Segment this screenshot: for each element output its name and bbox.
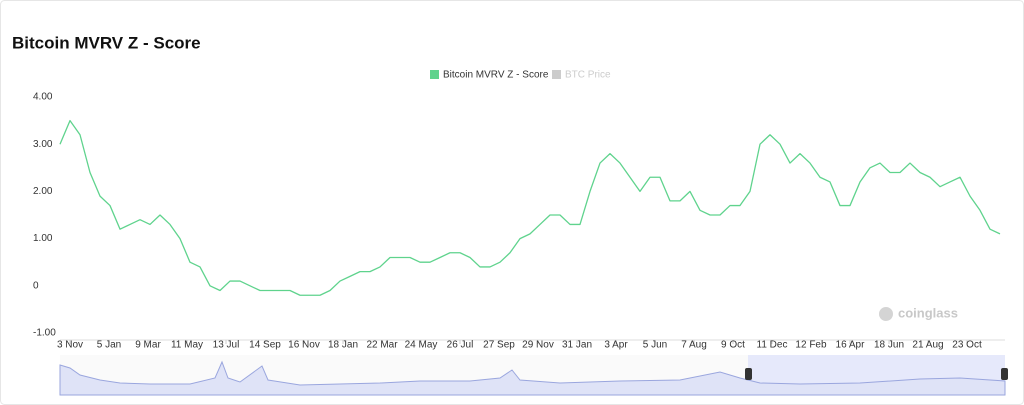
x-tick-label: 18 Jun [874, 340, 904, 351]
x-tick-label: 3 Apr [604, 340, 628, 351]
x-tick-label: 22 Mar [366, 340, 398, 351]
x-tick-label: 16 Nov [288, 340, 320, 351]
y-tick-label: 4.00 [33, 92, 53, 103]
y-tick-label: 3.00 [33, 139, 53, 150]
navigator-area [59, 360, 1006, 396]
x-tick-label: 13 Jul [213, 340, 240, 351]
x-tick-label: 12 Feb [795, 340, 827, 351]
x-tick-label: 26 Jul [447, 340, 474, 351]
y-tick-label: -1.00 [33, 328, 56, 339]
x-tick-label: 31 Jan [562, 340, 592, 351]
x-tick-label: 9 Oct [721, 340, 745, 351]
legend-swatch[interactable] [552, 70, 561, 79]
x-tick-label: 23 Oct [952, 340, 982, 351]
data-line [59, 119, 1001, 296]
x-tick-label: 5 Jan [97, 340, 121, 351]
x-tick-label: 11 Dec [757, 340, 788, 351]
x-tick-label: 18 Jan [328, 340, 358, 351]
navigator-handle[interactable] [1001, 368, 1008, 380]
y-tick-label: 1.00 [33, 233, 53, 244]
x-tick-label: 11 May [171, 340, 203, 351]
chart-title: Bitcoin MVRV Z - Score [12, 33, 201, 52]
navigator-handle[interactable] [745, 368, 752, 380]
x-tick-label: 7 Aug [681, 340, 707, 351]
navigator [59, 355, 1008, 396]
legend-swatch[interactable] [430, 70, 439, 79]
x-tick-label: 21 Aug [912, 340, 943, 351]
x-tick-label: 29 Nov [522, 340, 554, 351]
legend-label[interactable]: Bitcoin MVRV Z - Score [443, 70, 549, 81]
x-tick-label: 3 Nov [57, 340, 83, 351]
x-tick-label: 14 Sep [249, 340, 281, 351]
x-tick-label: 16 Apr [836, 340, 866, 351]
x-tick-label: 27 Sep [483, 340, 515, 351]
y-tick-label: 0 [33, 280, 39, 291]
watermark: coinglass [898, 305, 958, 320]
legend: Bitcoin MVRV Z - Score BTC Price [430, 70, 611, 81]
x-tick-label: 9 Mar [135, 340, 161, 351]
x-tick-label: 24 May [405, 340, 438, 351]
y-tick-label: 2.00 [33, 186, 53, 197]
watermark-logo [879, 307, 893, 321]
legend-label[interactable]: BTC Price [565, 70, 611, 81]
x-tick-label: 5 Jun [643, 340, 667, 351]
